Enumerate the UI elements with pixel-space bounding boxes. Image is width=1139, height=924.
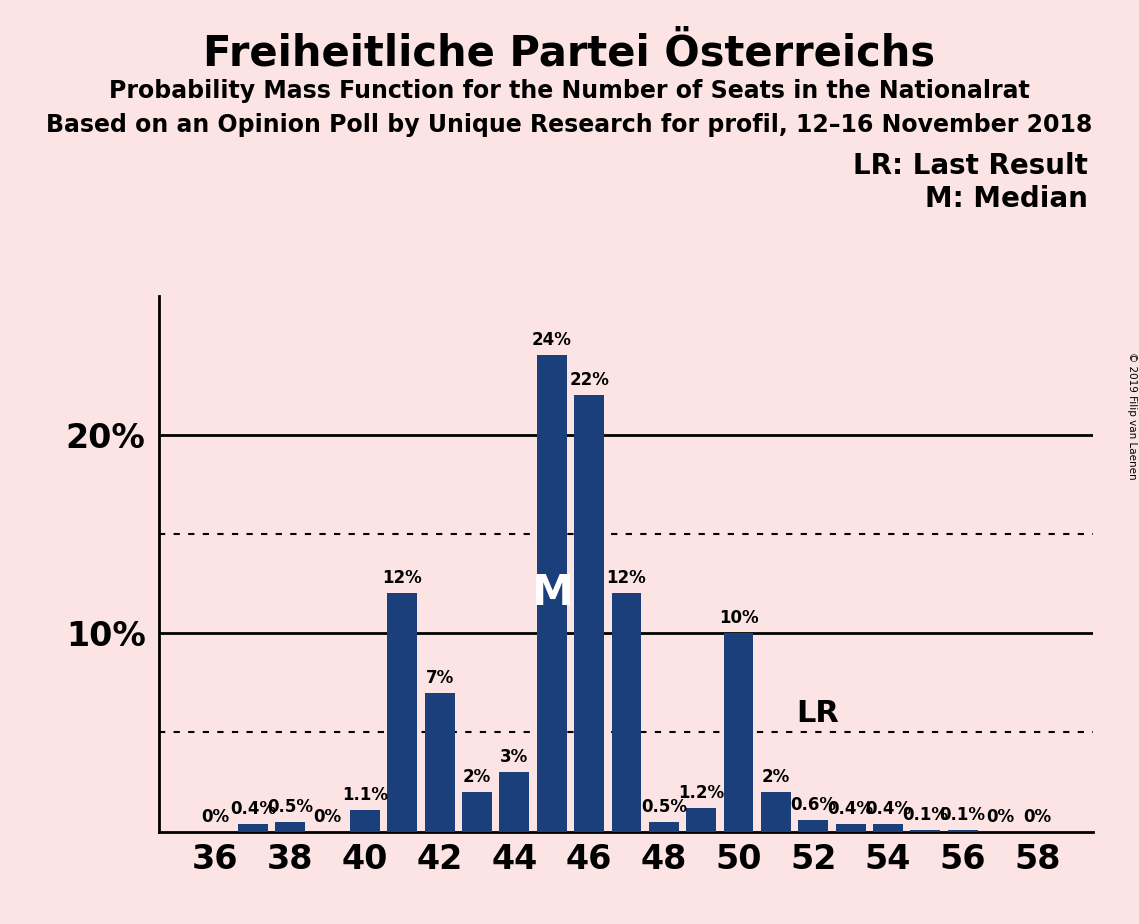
Text: 3%: 3%: [500, 748, 528, 766]
Text: 24%: 24%: [532, 332, 572, 349]
Text: 0.1%: 0.1%: [902, 806, 949, 823]
Text: LR: Last Result: LR: Last Result: [853, 152, 1088, 180]
Text: 2%: 2%: [762, 768, 790, 786]
Bar: [872, 823, 903, 832]
Text: LR: LR: [796, 699, 839, 728]
Text: 0.4%: 0.4%: [828, 799, 874, 818]
Bar: [761, 792, 790, 832]
Text: 12%: 12%: [383, 569, 423, 588]
Text: 0%: 0%: [202, 808, 230, 826]
Bar: [948, 830, 977, 832]
Bar: [462, 792, 492, 832]
Text: 7%: 7%: [426, 669, 453, 687]
Bar: [574, 395, 604, 832]
Text: 0.5%: 0.5%: [641, 797, 687, 816]
Bar: [425, 693, 454, 832]
Text: 1.1%: 1.1%: [342, 785, 388, 804]
Text: 10%: 10%: [719, 609, 759, 627]
Bar: [723, 633, 754, 832]
Bar: [686, 808, 716, 832]
Text: 0%: 0%: [313, 808, 342, 826]
Bar: [276, 821, 305, 832]
Text: 0.4%: 0.4%: [865, 799, 911, 818]
Text: Probability Mass Function for the Number of Seats in the Nationalrat: Probability Mass Function for the Number…: [109, 79, 1030, 103]
Bar: [612, 593, 641, 832]
Text: 0%: 0%: [986, 808, 1014, 826]
Bar: [649, 821, 679, 832]
Text: 12%: 12%: [607, 569, 646, 588]
Bar: [910, 830, 941, 832]
Text: 22%: 22%: [570, 371, 609, 389]
Bar: [499, 772, 530, 832]
Text: Freiheitliche Partei Österreichs: Freiheitliche Partei Österreichs: [204, 32, 935, 74]
Text: 0.6%: 0.6%: [790, 796, 836, 814]
Text: Based on an Opinion Poll by Unique Research for profil, 12–16 November 2018: Based on an Opinion Poll by Unique Resea…: [47, 113, 1092, 137]
Bar: [238, 823, 268, 832]
Bar: [798, 820, 828, 832]
Bar: [536, 355, 567, 832]
Bar: [350, 809, 380, 832]
Text: 0.1%: 0.1%: [940, 806, 985, 823]
Text: 2%: 2%: [462, 768, 491, 786]
Text: 0.5%: 0.5%: [268, 797, 313, 816]
Text: 0.4%: 0.4%: [230, 799, 276, 818]
Text: 1.2%: 1.2%: [678, 784, 724, 802]
Text: © 2019 Filip van Laenen: © 2019 Filip van Laenen: [1126, 352, 1137, 480]
Bar: [387, 593, 417, 832]
Text: M: Median: M: Median: [925, 185, 1088, 213]
Text: M: M: [531, 572, 573, 614]
Text: 0%: 0%: [1023, 808, 1051, 826]
Bar: [836, 823, 866, 832]
